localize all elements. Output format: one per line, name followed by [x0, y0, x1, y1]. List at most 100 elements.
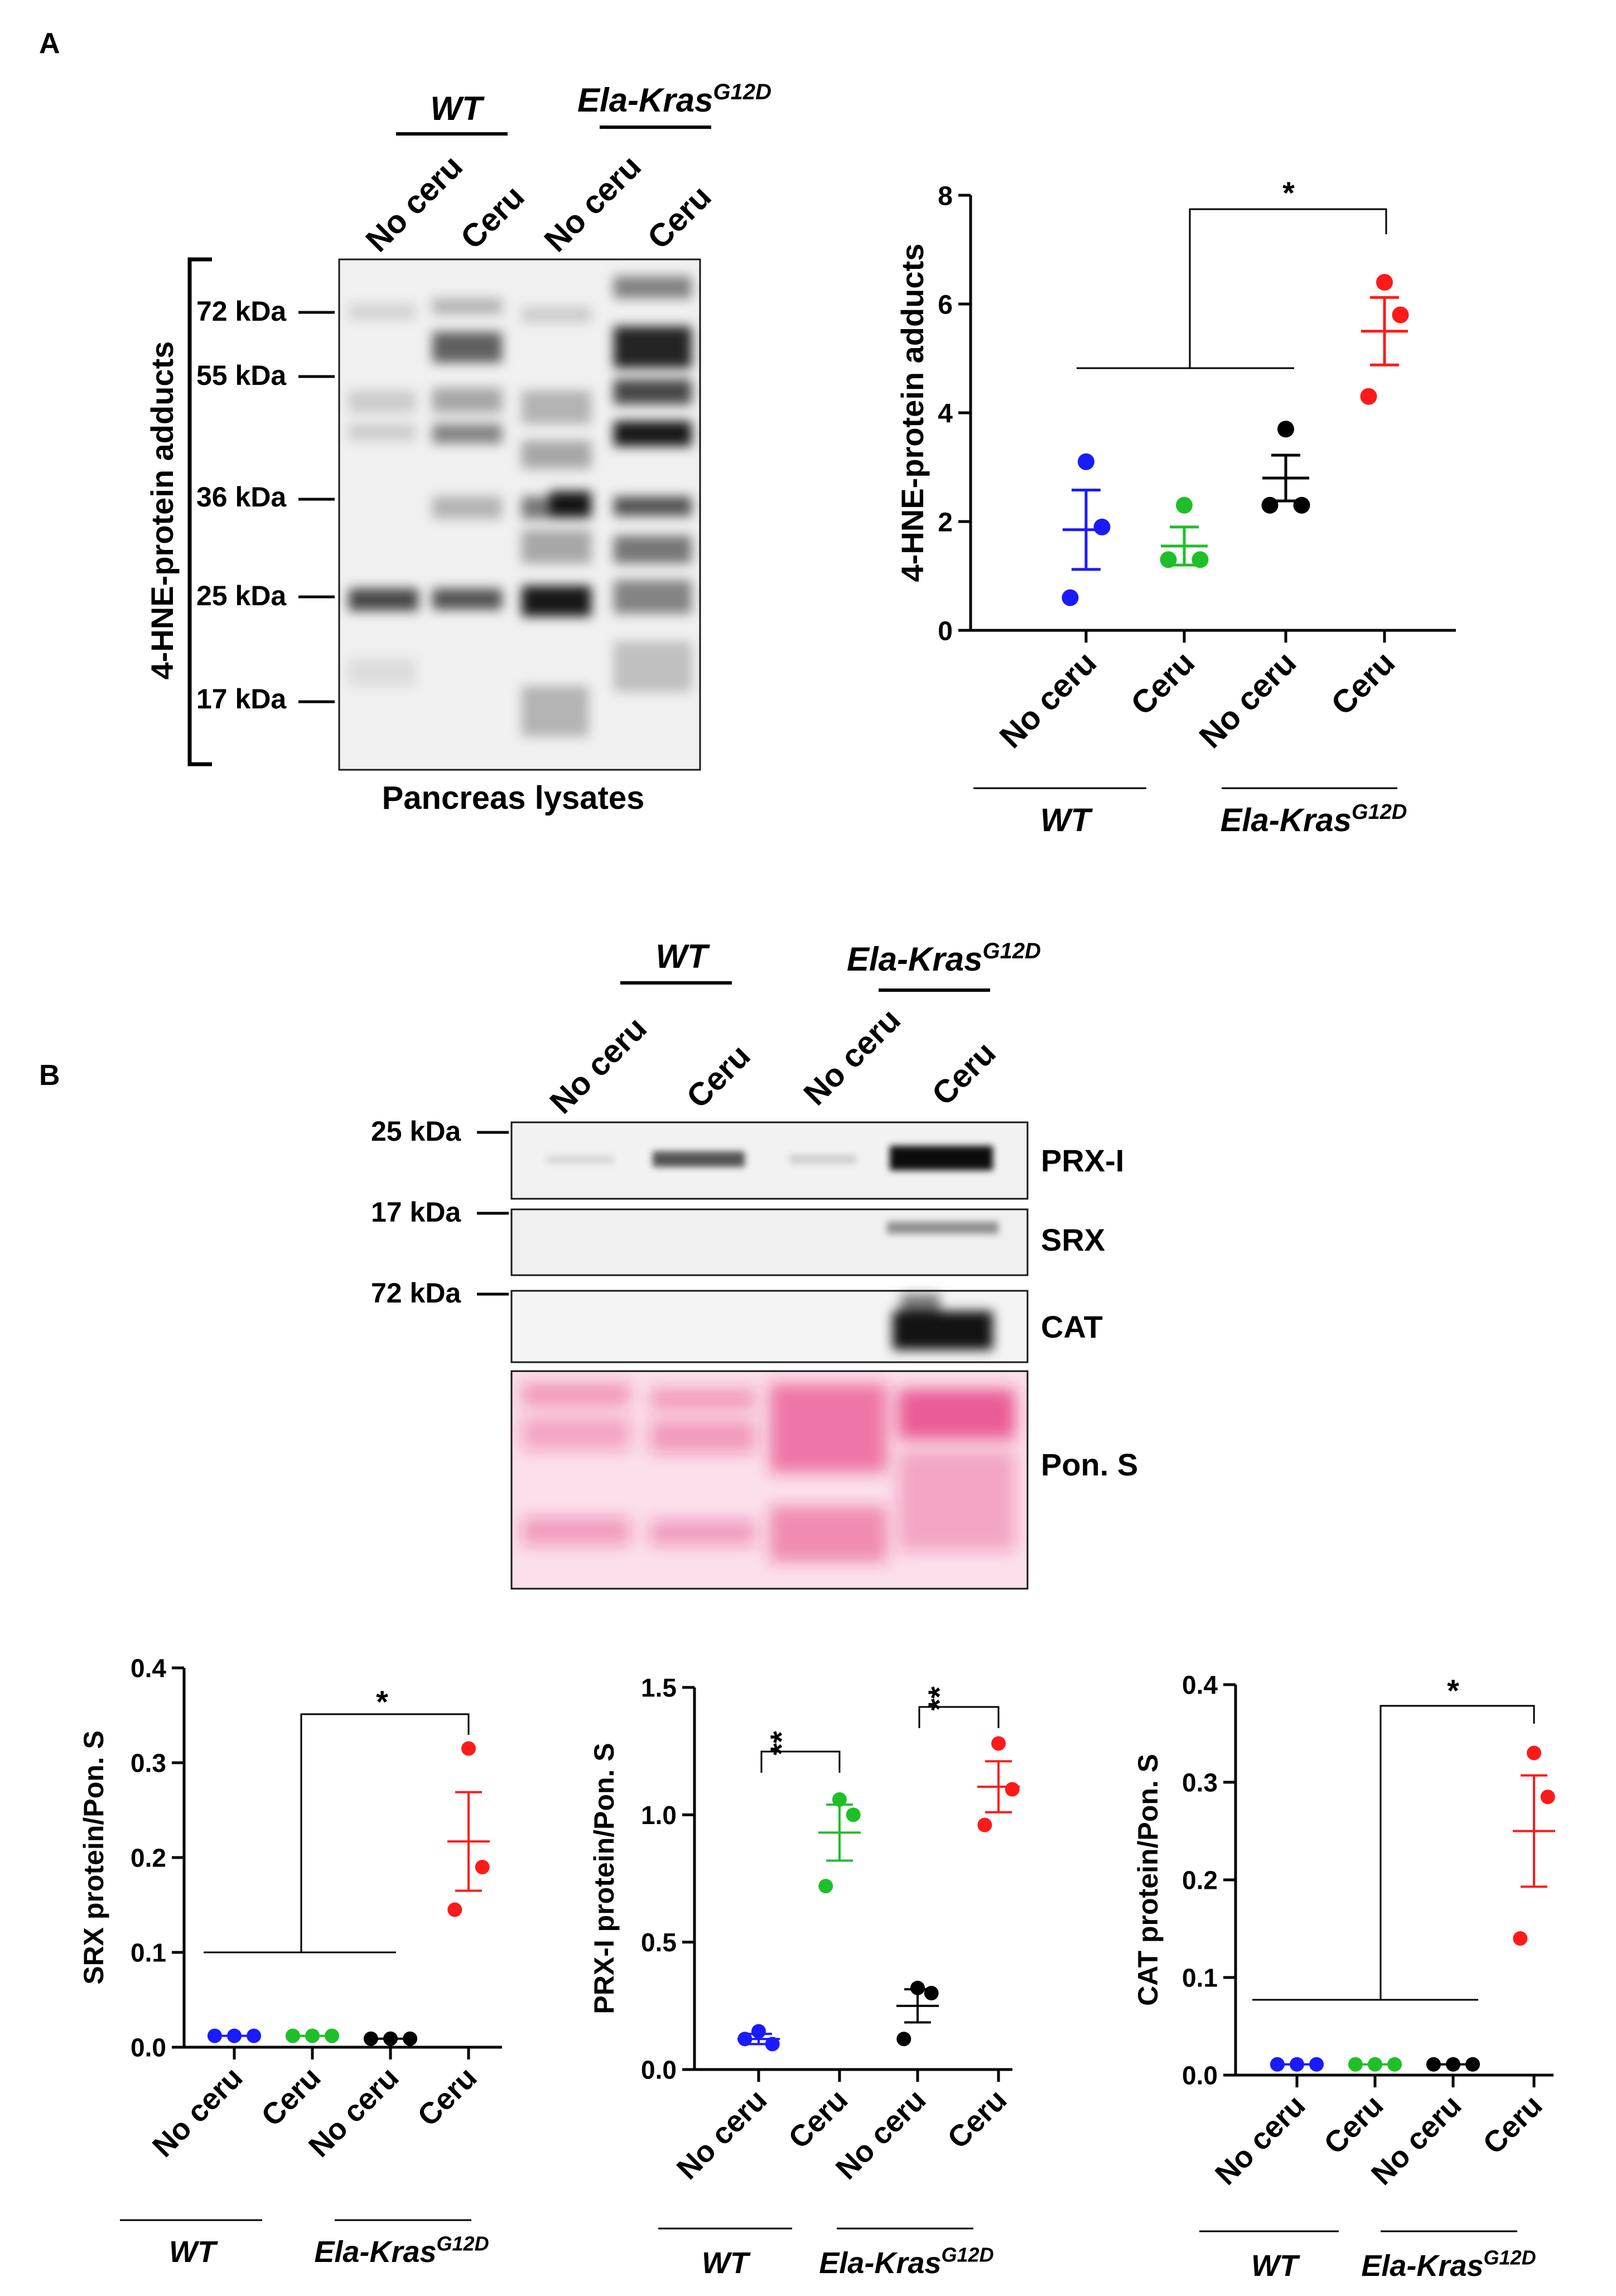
- data-point: [1062, 589, 1079, 606]
- x-tick-label: Ceru: [1124, 644, 1202, 722]
- x-tick-label: No ceru: [993, 644, 1104, 755]
- y-tick-label: 2: [938, 508, 953, 537]
- group-label-kras: Ela-KrasG12D: [1221, 800, 1407, 838]
- blot-a-image: [338, 258, 701, 771]
- significance-bracket: [1379, 1705, 1535, 2000]
- blot-a-marker-label: 17 kDa: [196, 683, 287, 715]
- blot-a-group-wt: WT: [430, 90, 485, 127]
- y-tick-label: 0.1: [131, 1938, 166, 1967]
- panel-a-letter: A: [39, 27, 60, 60]
- y-axis-label: CAT protein/Pon. S: [1132, 1754, 1164, 2006]
- data-point: [461, 1741, 476, 1756]
- blot-b-strip-label: PRX-I: [1041, 1143, 1124, 1178]
- group-label-wt: WT: [1251, 2249, 1300, 2283]
- blot-b-group-wt: WT: [655, 938, 710, 975]
- blot-b-marker-label: 72 kDa: [371, 1277, 461, 1309]
- significance-label: *: [1282, 175, 1295, 210]
- blot-a-lane-label: Ceru: [640, 179, 718, 256]
- significance-label: **: [764, 1731, 799, 1755]
- data-point: [910, 1980, 925, 1995]
- data-point: [991, 1736, 1006, 1751]
- x-tick-label: No ceru: [146, 2061, 249, 2164]
- significance-label: **: [922, 1686, 957, 1711]
- significance-label: *: [1447, 1673, 1459, 1708]
- blot-b-strip-labels: PRX-I SRX CAT Pon. S: [1041, 1143, 1138, 1482]
- data-point: [1005, 1782, 1020, 1797]
- blot-b-group-kras: Ela-KrasG12D: [847, 939, 1041, 978]
- blot-b-strip-srx: [510, 1208, 1029, 1276]
- data-point: [1176, 496, 1193, 514]
- data-point: [1093, 518, 1111, 536]
- blot-a-header: WT Ela-KrasG12D: [396, 80, 771, 136]
- blot-a-marker-label: 55 kDa: [196, 360, 287, 391]
- data-point: [832, 1792, 847, 1807]
- blot-b-header: WT Ela-KrasG12D: [620, 938, 1041, 992]
- data-point: [1360, 388, 1377, 405]
- x-tick-label: Ceru: [411, 2061, 483, 2133]
- blot-b-markers: 25 kDa 17 kDa 72 kDa: [371, 1116, 509, 1309]
- y-tick-label: 0.0: [1182, 2061, 1218, 2090]
- data-point: [1261, 496, 1279, 514]
- y-tick-label: 8: [938, 181, 953, 211]
- y-tick-label: 0.4: [1182, 1671, 1218, 1700]
- group-label-kras-sup: G12D: [1352, 800, 1407, 824]
- blot-b-strip-label: SRX: [1041, 1222, 1105, 1257]
- y-tick-label: 6: [938, 290, 953, 320]
- blot-b-lane-label: No ceru: [797, 1002, 908, 1113]
- blot-b-lane-labels: No ceru Ceru No ceru Ceru: [543, 1002, 1002, 1121]
- y-axis-label: PRX-I protein/Pon. S: [588, 1743, 620, 2014]
- blot-b-strip-prx: [510, 1121, 1029, 1200]
- y-tick-label: 0.2: [131, 1844, 166, 1873]
- group-label-kras: Ela-KrasG12D: [1361, 2246, 1536, 2283]
- blot-a-lane-label: Ceru: [454, 179, 531, 256]
- data-point: [1527, 1745, 1541, 1760]
- x-tick-label: No ceru: [670, 2083, 774, 2186]
- x-tick-label: Ceru: [941, 2083, 1013, 2155]
- group-label-kras-base: Ela-Kras: [314, 2235, 436, 2269]
- data-point: [1277, 421, 1294, 438]
- y-tick-label: 0.3: [131, 1749, 166, 1778]
- data-point: [1513, 1931, 1528, 1946]
- blot-b-lane-label: No ceru: [543, 1010, 654, 1121]
- group-label-wt: WT: [1040, 802, 1093, 838]
- x-tick-label: Ceru: [782, 2083, 854, 2155]
- blot-a-marker-label: 36 kDa: [196, 481, 287, 513]
- data-point: [846, 1807, 861, 1822]
- chart-cat: 0.0 0.1 0.2 0.3 0.4 CAT protein/Pon. S No ceru…: [1132, 1671, 1555, 2283]
- chart-srx: 0.0 0.1 0.2 0.3 0.4 SRX protein/Pon. S No ceru…: [78, 1654, 502, 2269]
- y-tick-label: 4: [938, 399, 953, 428]
- blot-b-strip-cat: [510, 1290, 1029, 1363]
- x-tick-label: Ceru: [255, 2061, 327, 2133]
- blot-a-markers: 72 kDa 55 kDa 36 kDa 25 kDa 17 kDa: [196, 296, 335, 715]
- data-point: [896, 2032, 911, 2047]
- blot-a-caption: Pancreas lysates: [382, 780, 645, 816]
- data-point: [977, 1817, 992, 1832]
- group-label-kras-base: Ela-Kras: [819, 2246, 941, 2280]
- significance-bracket: [1189, 208, 1387, 368]
- blot-b-marker-label: 25 kDa: [371, 1116, 461, 1147]
- x-tick-label: Ceru: [1477, 2088, 1549, 2160]
- blot-a-bracket-label: 4-HNE-protein adducts: [144, 341, 180, 680]
- y-axis-label: SRX protein/Pon. S: [78, 1730, 109, 1985]
- blot-b-strip-label: Pon. S: [1041, 1447, 1138, 1482]
- y-tick-label: 1.0: [641, 1801, 677, 1830]
- group-label-wt: WT: [169, 2235, 218, 2269]
- y-tick-label: 0.2: [1182, 1866, 1218, 1895]
- blot-a-lane-labels: No ceru Ceru No ceru Ceru: [359, 148, 718, 259]
- blot-a-marker-label: 25 kDa: [196, 580, 287, 611]
- group-label-kras-base: Ela-Kras: [1361, 2249, 1483, 2283]
- significance-bracket: [918, 1706, 1000, 1728]
- y-tick-label: 0.5: [641, 1928, 677, 1957]
- data-point: [924, 1986, 939, 2000]
- x-tick-label: No ceru: [1209, 2088, 1312, 2192]
- data-point: [1540, 1789, 1555, 1805]
- significance-label: *: [376, 1684, 388, 1719]
- blot-b-strip-label: CAT: [1041, 1309, 1103, 1344]
- significance-bracket: [300, 1713, 470, 1952]
- blot-a-marker-label: 72 kDa: [196, 296, 287, 327]
- data-point: [1392, 306, 1409, 324]
- panel-b-letter: B: [39, 1059, 60, 1092]
- blot-b-lane-label: Ceru: [679, 1038, 757, 1115]
- group-label-kras: Ela-KrasG12D: [819, 2243, 993, 2280]
